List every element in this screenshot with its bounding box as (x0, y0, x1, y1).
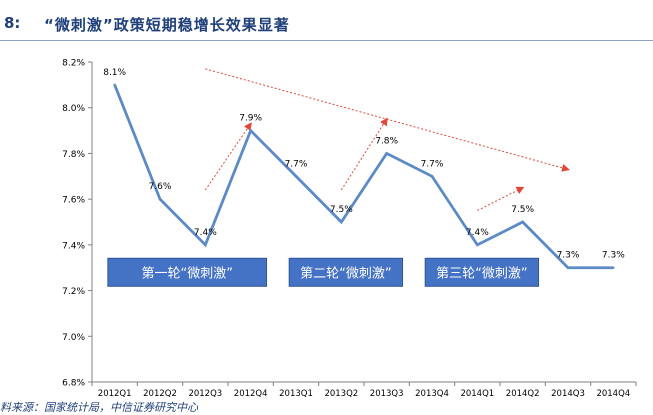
data-label: 7.6% (149, 182, 172, 192)
data-point (113, 83, 116, 87)
trend-arrow-2 (340, 117, 388, 191)
round-3-label: 第三轮“微刺激” (436, 266, 527, 281)
round-3-box (424, 257, 540, 287)
y-tick-label: 7.6% (62, 196, 85, 206)
data-point (294, 175, 298, 178)
round-1-label: 第一轮“微刺激” (141, 266, 232, 281)
x-tick-label: 2013Q1 (279, 389, 313, 399)
data-label: 8.1% (103, 68, 126, 78)
data-label: 7.9% (239, 114, 262, 124)
data-point (204, 243, 207, 247)
data-label: 7.7% (285, 159, 308, 169)
y-tick-label: 7.0% (62, 333, 85, 343)
data-point (158, 197, 162, 201)
x-tick-label: 2012Q2 (143, 389, 177, 399)
x-tick-label: 2014Q4 (596, 389, 630, 399)
gdp-series-line (113, 84, 614, 270)
data-point (249, 129, 252, 132)
x-tick-label: 2013Q4 (415, 389, 449, 399)
x-tick-label: 2014Q2 (506, 389, 540, 399)
y-tick-label: 6.8% (62, 379, 85, 389)
data-point (430, 175, 434, 178)
data-label: 7.7% (421, 159, 444, 169)
source-note: 料来源：国家统计局，中信证券研究中心 (0, 401, 198, 414)
figure-title: “微刺激”政策短期稳增长效果显著 (44, 16, 290, 34)
data-point (521, 220, 524, 224)
y-tick-label: 7.2% (62, 287, 85, 297)
figure-number: 8: (4, 14, 21, 32)
x-tick-label: 2013Q2 (324, 389, 358, 399)
x-tick-label: 2012Q1 (98, 389, 132, 399)
data-label: 7.3% (557, 251, 580, 261)
data-point (340, 220, 343, 224)
x-tick-label: 2014Q3 (551, 389, 585, 399)
data-label: 7.3% (602, 251, 625, 261)
data-point (476, 243, 479, 247)
data-label: 7.5% (330, 205, 353, 215)
data-label: 7.4% (466, 228, 489, 238)
chart-header: 8: “微刺激”政策短期稳增长效果显著 (0, 0, 653, 41)
round-2-box (288, 257, 404, 287)
round-1-box (107, 257, 268, 287)
y-tick-label: 7.8% (62, 150, 85, 160)
data-point (612, 266, 615, 269)
x-tick-label: 2014Q1 (460, 389, 494, 399)
trend-arrow-1 (204, 122, 252, 191)
x-tick-label: 2012Q4 (234, 389, 268, 399)
x-tick-label: 2013Q3 (370, 389, 404, 399)
data-label: 7.5% (511, 205, 534, 215)
trend-arrow-4 (205, 68, 570, 172)
x-tick-label: 2012Q3 (188, 389, 222, 399)
data-point (566, 266, 570, 269)
data-label: 7.4% (194, 228, 217, 238)
trend-arrow-3 (477, 186, 525, 212)
y-tick-label: 8.0% (62, 104, 85, 114)
data-point (385, 152, 388, 155)
data-label: 7.8% (375, 136, 398, 146)
round-2-label: 第二轮“微刺激” (300, 266, 391, 281)
y-tick-label: 7.4% (62, 241, 85, 251)
y-tick-label: 8.2% (62, 59, 85, 69)
